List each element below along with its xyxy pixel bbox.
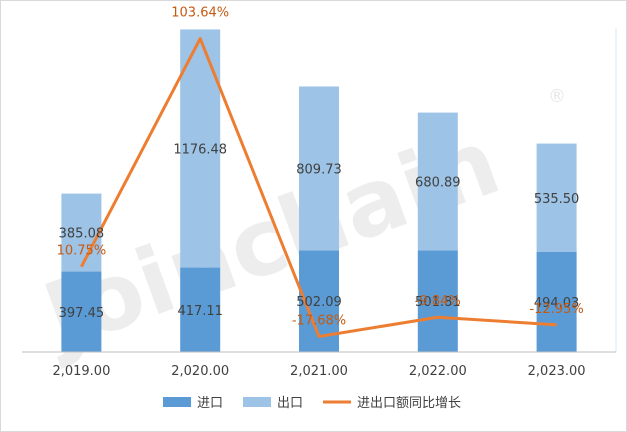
legend: 进口 出口 进出口额同比增长 xyxy=(163,396,461,411)
legend-label: 进出口额同比增长 xyxy=(357,396,461,411)
x-tick-label: 2,022.00 xyxy=(409,364,467,379)
import-value-label: 494.03 xyxy=(534,296,580,311)
import-bar xyxy=(180,267,221,352)
export-bar xyxy=(299,86,339,251)
import-value-label: 417.11 xyxy=(177,304,223,319)
legend-item-import: 进口 xyxy=(163,396,223,411)
export-value-label: 1176.48 xyxy=(173,142,227,157)
growth-line xyxy=(80,37,557,338)
x-tick-label: 2,023.00 xyxy=(528,364,586,379)
x-tick-label: 2,019.00 xyxy=(52,364,110,379)
export-bar xyxy=(417,112,458,251)
import-bar xyxy=(536,251,577,352)
x-tick-label: 2,020.00 xyxy=(171,364,229,379)
export-value-label: 385.08 xyxy=(59,227,105,242)
import-value-label: 501.81 xyxy=(415,295,461,310)
legend-item-export: 出口 xyxy=(243,396,303,411)
export-value-label: 535.50 xyxy=(534,192,580,207)
import-bar xyxy=(417,250,458,352)
import-value-label: 502.09 xyxy=(296,295,342,310)
legend-label: 进口 xyxy=(197,396,223,411)
legend-swatch xyxy=(243,397,271,407)
growth-value-label: -17.68% xyxy=(292,313,346,328)
growth-value-label: 103.64% xyxy=(171,6,229,21)
growth-value-label: 10.75% xyxy=(57,244,107,259)
data-labels-layer: 397.45 385.08 417.11 1176.48 502.09 809.73 501… xyxy=(57,6,584,329)
export-value-label: 680.89 xyxy=(415,176,461,191)
growth-line-layer xyxy=(80,37,557,338)
x-axis-ticks: 2,019.00 2,020.00 2,021.00 2,022.00 2,023.00 xyxy=(52,364,585,379)
growth-value-label: -9.84% xyxy=(415,294,461,309)
bars-layer xyxy=(61,29,577,352)
export-bar xyxy=(536,143,577,252)
watermark-registered-mark: ® xyxy=(548,86,566,107)
legend-swatch xyxy=(163,397,191,407)
import-bar xyxy=(61,271,102,352)
import-value-label: 397.45 xyxy=(59,306,105,321)
growth-value-label: -12.95% xyxy=(529,302,583,317)
export-value-label: 809.73 xyxy=(296,162,342,177)
x-tick-label: 2,021.00 xyxy=(290,364,348,379)
legend-label: 出口 xyxy=(277,396,303,411)
legend-item-growth: 进出口额同比增长 xyxy=(323,396,461,411)
export-bar xyxy=(61,193,102,272)
